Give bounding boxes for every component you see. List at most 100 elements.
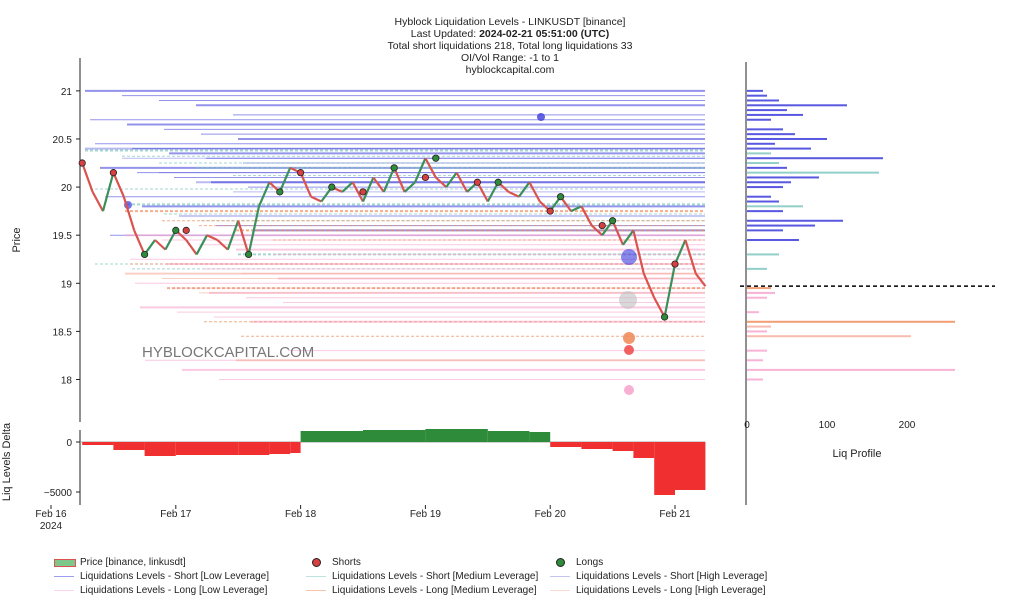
profile-bar <box>747 137 827 140</box>
price-segment <box>642 273 656 299</box>
price-segment <box>632 230 645 274</box>
delta-bar <box>175 442 239 455</box>
delta-bar <box>113 442 145 450</box>
profile-bar <box>747 118 771 121</box>
profile-bar <box>747 133 795 136</box>
legend-item[interactable]: Liquidations Levels - Long [Low Leverage… <box>52 584 267 596</box>
price-segment <box>185 239 198 256</box>
price-segment <box>216 239 229 251</box>
profile-tick-label: 0 <box>744 420 750 431</box>
profile-bar <box>747 109 787 112</box>
profile-bar <box>747 325 771 328</box>
long-marker <box>141 250 149 259</box>
watermark: HYBLOCKCAPITAL.COM <box>142 344 314 361</box>
profile-bar <box>747 330 767 333</box>
profile-tick-label: 100 <box>819 420 836 431</box>
liquidation-bubble <box>621 249 637 265</box>
price-segment <box>445 172 458 188</box>
profile-bar <box>747 291 775 294</box>
delta-tick-label: 0 <box>66 438 72 449</box>
price-segment <box>455 172 468 193</box>
price-segment <box>341 181 354 193</box>
profile-bar <box>747 104 847 107</box>
price-segment <box>528 181 541 203</box>
price-segment <box>591 224 603 236</box>
delta-bar <box>425 429 488 442</box>
delta-bar <box>633 442 655 458</box>
delta-bar <box>654 442 675 495</box>
delta-axis-label: Liq Levels Delta <box>1 422 13 501</box>
price-segment <box>518 181 531 198</box>
long-marker <box>245 250 253 259</box>
price-segment <box>580 205 593 227</box>
x-tick-label: Feb 19 <box>410 509 442 520</box>
short-marker <box>598 221 606 230</box>
profile-bar <box>747 229 783 232</box>
profile-bar <box>747 142 775 145</box>
legend-label: Liquidations Levels - Long [Low Leverage… <box>80 584 268 596</box>
price-segment <box>413 157 427 183</box>
price-segment <box>508 190 520 198</box>
profile-bar <box>747 335 911 338</box>
y-tick-label: 20 <box>61 183 73 194</box>
short-marker <box>296 169 305 177</box>
legend-item[interactable]: Liquidations Levels - Long [High Leverag… <box>548 584 766 596</box>
legend-item[interactable]: Liquidations Levels - Short [Low Leverag… <box>52 570 269 582</box>
profile-bar <box>747 152 771 155</box>
profile-bar <box>747 210 783 213</box>
liquidation-bubble <box>624 345 634 355</box>
legend-item[interactable]: Longs <box>548 556 603 568</box>
liquidation-bubble <box>619 291 637 309</box>
profile-bar <box>747 171 879 174</box>
delta-bar <box>290 442 301 453</box>
short-marker <box>473 178 481 186</box>
x-tick-label: Feb 17 <box>160 509 192 520</box>
legend-label: Shorts <box>332 556 361 568</box>
delta-bar <box>238 442 270 455</box>
totals-line: Total short liquidations 218, Total long… <box>387 40 633 52</box>
delta-tick-label: −5000 <box>44 488 73 499</box>
profile-bar <box>747 195 771 198</box>
price-segment <box>257 181 271 207</box>
delta-bar <box>675 442 706 490</box>
price-segment <box>247 206 261 255</box>
liquidation-bubble <box>623 332 635 344</box>
profile-bar <box>747 311 759 314</box>
legend-item[interactable]: Liquidations Levels - Long [Medium Lever… <box>304 584 537 596</box>
x-tick-label: Feb 18 <box>285 509 317 520</box>
long-marker <box>494 178 502 186</box>
legend-label: Price [binance, linkusdt] <box>80 556 186 568</box>
delta-bar <box>269 442 291 454</box>
short-marker <box>109 169 118 177</box>
y-tick-label: 18 <box>61 376 73 387</box>
profile-bar <box>747 186 783 189</box>
price-segment <box>673 239 687 265</box>
short-marker <box>546 207 554 215</box>
long-marker <box>556 193 565 201</box>
long-marker <box>328 183 336 191</box>
legend-label: Liquidations Levels - Short [High Levera… <box>576 570 768 582</box>
price-segment <box>112 172 125 198</box>
profile-bar <box>747 219 843 222</box>
profile-bar <box>747 181 791 184</box>
price-segment <box>122 196 136 231</box>
price-segment <box>570 205 582 213</box>
y-tick-label: 19 <box>61 279 73 290</box>
legend-label: Longs <box>576 556 604 568</box>
long-marker <box>390 164 398 172</box>
legend-swatch <box>304 570 328 582</box>
x-tick-label: 2024 <box>40 521 63 532</box>
legend-item[interactable]: Shorts <box>304 556 361 568</box>
profile-bar <box>747 99 779 102</box>
price-segment <box>361 177 375 202</box>
legend-item[interactable]: Liquidations Levels - Short [Medium Leve… <box>304 570 538 582</box>
price-segment <box>299 172 313 198</box>
chart-header: Hyblock Liquidation Levels - LINKUSDT [b… <box>300 16 720 76</box>
price-segment <box>237 220 250 255</box>
legend-item[interactable]: Liquidations Levels - Short [High Levera… <box>548 570 767 582</box>
price-segment <box>133 229 146 255</box>
delta-bar <box>581 442 613 449</box>
short-marker <box>421 173 429 182</box>
legend-item[interactable]: Price [binance, linkusdt] <box>52 556 186 568</box>
